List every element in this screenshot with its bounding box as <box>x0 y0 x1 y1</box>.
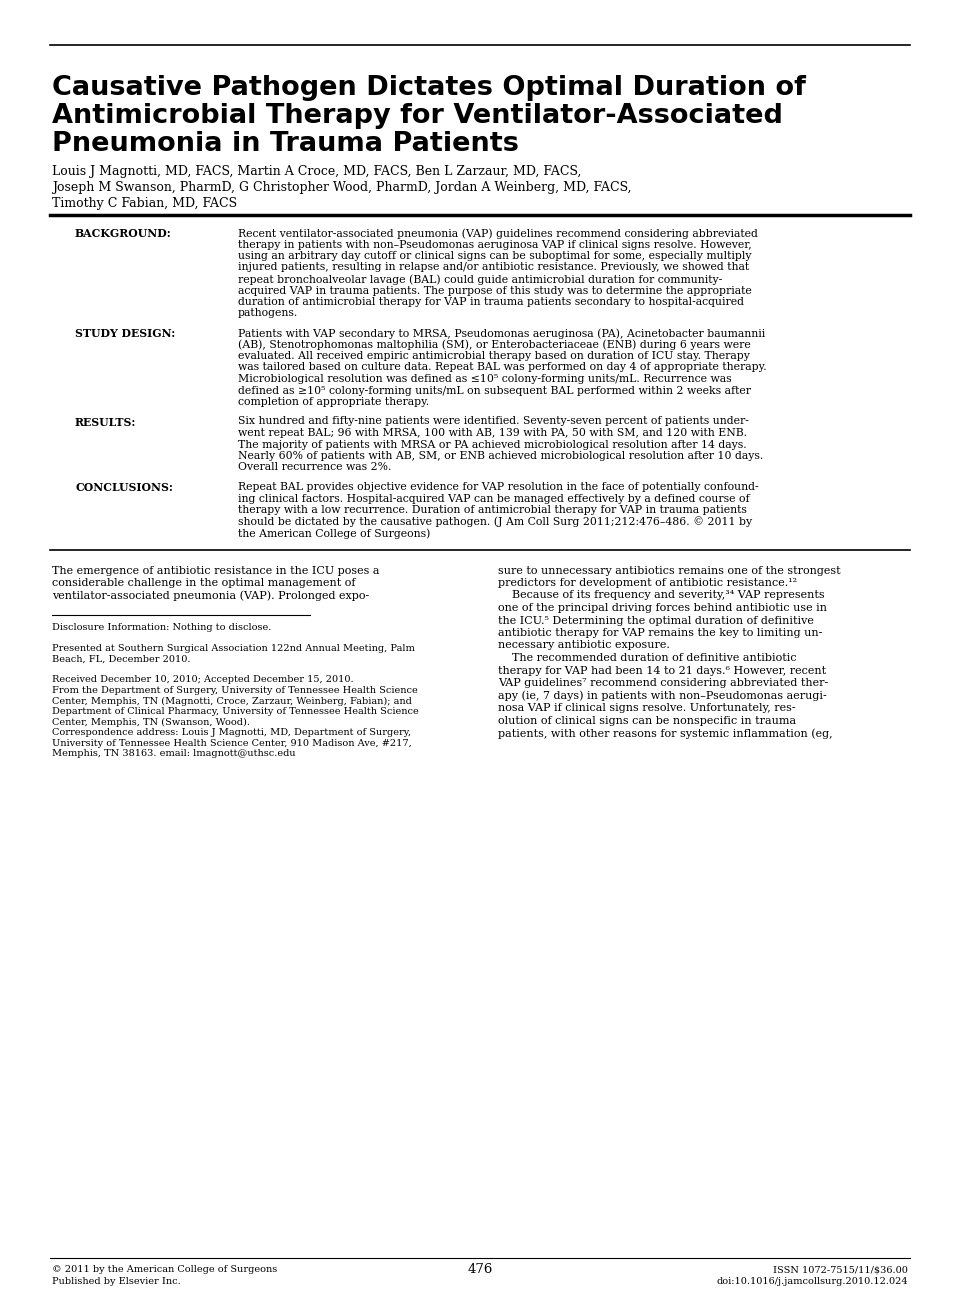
Text: Timothy C Fabian, MD, FACS: Timothy C Fabian, MD, FACS <box>52 197 237 210</box>
Text: Department of Clinical Pharmacy, University of Tennessee Health Science: Department of Clinical Pharmacy, Univers… <box>52 707 419 716</box>
Text: Overall recurrence was 2%.: Overall recurrence was 2%. <box>238 463 392 472</box>
Text: Pneumonia in Trauma Patients: Pneumonia in Trauma Patients <box>52 132 518 157</box>
Text: BACKGROUND:: BACKGROUND: <box>75 228 172 239</box>
Text: Louis J Magnotti, MD, FACS, Martin A Croce, MD, FACS, Ben L Zarzaur, MD, FACS,: Louis J Magnotti, MD, FACS, Martin A Cro… <box>52 165 582 178</box>
Text: Causative Pathogen Dictates Optimal Duration of: Causative Pathogen Dictates Optimal Dura… <box>52 75 805 101</box>
Text: ventilator-associated pneumonia (VAP). Prolonged expo-: ventilator-associated pneumonia (VAP). P… <box>52 591 370 601</box>
Text: predictors for development of antibiotic resistance.¹²: predictors for development of antibiotic… <box>498 578 797 588</box>
Text: Received December 10, 2010; Accepted December 15, 2010.: Received December 10, 2010; Accepted Dec… <box>52 676 353 685</box>
Text: olution of clinical signs can be nonspecific in trauma: olution of clinical signs can be nonspec… <box>498 716 796 725</box>
Text: apy (ie, 7 days) in patients with non–Pseudomonas aerugi-: apy (ie, 7 days) in patients with non–Ps… <box>498 690 827 700</box>
Text: should be dictated by the causative pathogen. (J Am Coll Surg 2011;212:476–486. : should be dictated by the causative path… <box>238 516 752 528</box>
Text: Antimicrobial Therapy for Ventilator-Associated: Antimicrobial Therapy for Ventilator-Ass… <box>52 103 782 129</box>
Text: Microbiological resolution was defined as ≤10⁵ colony-forming units/mL. Recurren: Microbiological resolution was defined a… <box>238 374 732 384</box>
Text: nosa VAP if clinical signs resolve. Unfortunately, res-: nosa VAP if clinical signs resolve. Unfo… <box>498 703 796 713</box>
Text: Six hundred and fifty-nine patients were identified. Seventy-seven percent of pa: Six hundred and fifty-nine patients were… <box>238 417 749 427</box>
Text: VAP guidelines⁷ recommend considering abbreviated ther-: VAP guidelines⁷ recommend considering ab… <box>498 679 828 688</box>
Text: therapy in patients with non–Pseudomonas aeruginosa VAP if clinical signs resolv: therapy in patients with non–Pseudomonas… <box>238 240 752 249</box>
Text: Center, Memphis, TN (Magnotti, Croce, Zarzaur, Weinberg, Fabian); and: Center, Memphis, TN (Magnotti, Croce, Za… <box>52 697 412 706</box>
Text: therapy with a low recurrence. Duration of antimicrobial therapy for VAP in trau: therapy with a low recurrence. Duration … <box>238 504 747 515</box>
Text: patients, with other reasons for systemic inflammation (eg,: patients, with other reasons for systemi… <box>498 728 832 739</box>
Text: RESULTS:: RESULTS: <box>75 417 136 427</box>
Text: © 2011 by the American College of Surgeons
Published by Elsevier Inc.: © 2011 by the American College of Surgeo… <box>52 1265 277 1286</box>
Text: sure to unnecessary antibiotics remains one of the strongest: sure to unnecessary antibiotics remains … <box>498 565 841 575</box>
Text: ing clinical factors. Hospital-acquired VAP can be managed effectively by a defi: ing clinical factors. Hospital-acquired … <box>238 494 750 503</box>
Text: the American College of Surgeons): the American College of Surgeons) <box>238 528 430 538</box>
Text: ISSN 1072-7515/11/$36.00
doi:10.1016/j.jamcollsurg.2010.12.024: ISSN 1072-7515/11/$36.00 doi:10.1016/j.j… <box>716 1265 908 1286</box>
Text: Presented at Southern Surgical Association 122nd Annual Meeting, Palm: Presented at Southern Surgical Associati… <box>52 644 415 653</box>
Text: Because of its frequency and severity,³⁴ VAP represents: Because of its frequency and severity,³⁴… <box>498 591 825 601</box>
Text: pathogens.: pathogens. <box>238 308 299 319</box>
Text: Repeat BAL provides objective evidence for VAP resolution in the face of potenti: Repeat BAL provides objective evidence f… <box>238 482 758 491</box>
Text: went repeat BAL; 96 with MRSA, 100 with AB, 139 with PA, 50 with SM, and 120 wit: went repeat BAL; 96 with MRSA, 100 with … <box>238 428 747 439</box>
Text: Recent ventilator-associated pneumonia (VAP) guidelines recommend considering ab: Recent ventilator-associated pneumonia (… <box>238 228 757 239</box>
Text: evaluated. All received empiric antimicrobial therapy based on duration of ICU s: evaluated. All received empiric antimicr… <box>238 351 750 361</box>
Text: considerable challenge in the optimal management of: considerable challenge in the optimal ma… <box>52 578 355 588</box>
Text: completion of appropriate therapy.: completion of appropriate therapy. <box>238 397 429 408</box>
Text: University of Tennessee Health Science Center, 910 Madison Ave, #217,: University of Tennessee Health Science C… <box>52 738 412 747</box>
Text: (AB), Stenotrophomonas maltophilia (SM), or Enterobacteriaceae (ENB) during 6 ye: (AB), Stenotrophomonas maltophilia (SM),… <box>238 339 751 350</box>
Text: Nearly 60% of patients with AB, SM, or ENB achieved microbiological resolution a: Nearly 60% of patients with AB, SM, or E… <box>238 451 763 461</box>
Text: CONCLUSIONS:: CONCLUSIONS: <box>75 482 173 493</box>
Text: duration of antimicrobial therapy for VAP in trauma patients secondary to hospit: duration of antimicrobial therapy for VA… <box>238 297 744 307</box>
Text: 476: 476 <box>468 1263 492 1276</box>
Text: necessary antibiotic exposure.: necessary antibiotic exposure. <box>498 641 670 650</box>
Text: Memphis, TN 38163. email: lmagnott@uthsc.edu: Memphis, TN 38163. email: lmagnott@uthsc… <box>52 749 296 759</box>
Text: one of the principal driving forces behind antibiotic use in: one of the principal driving forces behi… <box>498 602 827 613</box>
Text: From the Department of Surgery, University of Tennessee Health Science: From the Department of Surgery, Universi… <box>52 686 418 695</box>
Text: was tailored based on culture data. Repeat BAL was performed on day 4 of appropr: was tailored based on culture data. Repe… <box>238 362 767 373</box>
Text: using an arbitrary day cutoff or clinical signs can be suboptimal for some, espe: using an arbitrary day cutoff or clinica… <box>238 252 752 261</box>
Text: STUDY DESIGN:: STUDY DESIGN: <box>75 328 176 339</box>
Text: repeat bronchoalveolar lavage (BAL) could guide antimicrobial duration for commu: repeat bronchoalveolar lavage (BAL) coul… <box>238 273 722 285</box>
Text: Joseph M Swanson, PharmD, G Christopher Wood, PharmD, Jordan A Weinberg, MD, FAC: Joseph M Swanson, PharmD, G Christopher … <box>52 181 632 194</box>
Text: The recommended duration of definitive antibiotic: The recommended duration of definitive a… <box>498 653 797 663</box>
Text: injured patients, resulting in relapse and/or antibiotic resistance. Previously,: injured patients, resulting in relapse a… <box>238 262 749 272</box>
Text: defined as ≥10⁵ colony-forming units/mL on subsequent BAL performed within 2 wee: defined as ≥10⁵ colony-forming units/mL … <box>238 386 751 396</box>
Text: the ICU.⁵ Determining the optimal duration of definitive: the ICU.⁵ Determining the optimal durati… <box>498 615 814 626</box>
Text: Patients with VAP secondary to MRSA, Pseudomonas aeruginosa (PA), Acinetobacter : Patients with VAP secondary to MRSA, Pse… <box>238 328 765 338</box>
Text: antibiotic therapy for VAP remains the key to limiting un-: antibiotic therapy for VAP remains the k… <box>498 628 823 639</box>
Text: Beach, FL, December 2010.: Beach, FL, December 2010. <box>52 654 190 663</box>
Text: Center, Memphis, TN (Swanson, Wood).: Center, Memphis, TN (Swanson, Wood). <box>52 717 250 726</box>
Text: therapy for VAP had been 14 to 21 days.⁶ However, recent: therapy for VAP had been 14 to 21 days.⁶… <box>498 666 827 676</box>
Text: acquired VAP in trauma patients. The purpose of this study was to determine the : acquired VAP in trauma patients. The pur… <box>238 285 752 295</box>
Text: Correspondence address: Louis J Magnotti, MD, Department of Surgery,: Correspondence address: Louis J Magnotti… <box>52 728 411 737</box>
Text: Disclosure Information: Nothing to disclose.: Disclosure Information: Nothing to discl… <box>52 623 272 632</box>
Text: The majority of patients with MRSA or PA achieved microbiological resolution aft: The majority of patients with MRSA or PA… <box>238 440 747 449</box>
Text: The emergence of antibiotic resistance in the ICU poses a: The emergence of antibiotic resistance i… <box>52 565 379 575</box>
